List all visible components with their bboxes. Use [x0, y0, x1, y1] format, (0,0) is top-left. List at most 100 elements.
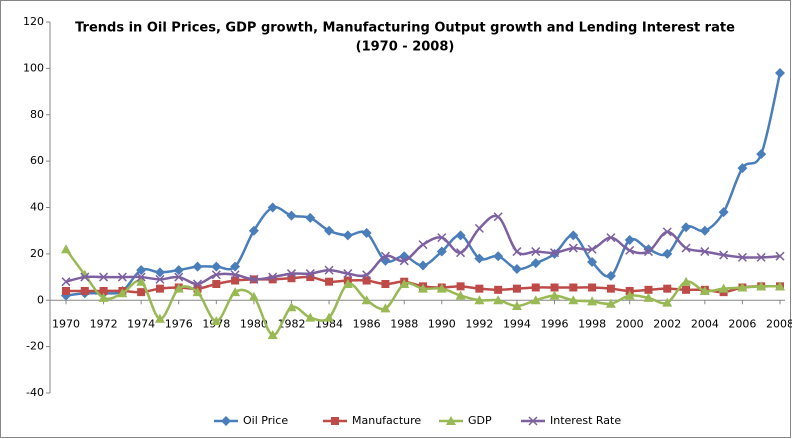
marker: [756, 149, 767, 160]
y-tick-label: 40: [30, 201, 44, 214]
marker: [643, 247, 654, 257]
marker: [211, 316, 222, 326]
x-tick-label: 1992: [465, 317, 493, 330]
marker: [268, 275, 277, 284]
chart-title: Trends in Oil Prices, GDP growth, Manufa…: [75, 21, 735, 36]
marker: [343, 269, 353, 279]
marker: [286, 210, 297, 221]
marker: [154, 267, 165, 278]
marker: [550, 283, 559, 292]
marker: [663, 284, 672, 293]
marker: [606, 284, 615, 293]
marker: [155, 274, 165, 284]
y-tick-label: 60: [30, 154, 44, 167]
marker: [230, 261, 241, 272]
legend-label: Oil Price: [243, 414, 288, 427]
x-tick-label: 1970: [52, 317, 80, 330]
marker: [662, 248, 673, 259]
marker: [662, 227, 672, 237]
marker: [361, 295, 372, 305]
chart-subtitle: (1970 - 2008): [356, 40, 455, 55]
marker: [531, 247, 541, 257]
marker: [380, 255, 391, 266]
marker: [512, 284, 521, 293]
marker: [155, 284, 164, 293]
x-tick-label: 1988: [390, 317, 418, 330]
marker: [644, 285, 653, 294]
marker: [211, 270, 221, 280]
x-tick-label: 2006: [728, 317, 756, 330]
marker: [511, 301, 522, 311]
marker: [117, 288, 128, 298]
marker: [287, 274, 296, 283]
marker: [418, 260, 428, 271]
marker: [98, 292, 109, 302]
marker: [211, 261, 222, 272]
marker: [493, 212, 503, 222]
marker: [474, 253, 485, 264]
marker: [380, 303, 391, 313]
marker: [305, 269, 315, 279]
marker: [737, 163, 748, 174]
legend-label: Manufacture: [352, 414, 421, 427]
marker: [212, 280, 221, 289]
marker: [718, 283, 729, 293]
x-tick-label: 1974: [127, 317, 155, 330]
marker: [268, 272, 278, 282]
marker: [437, 233, 447, 243]
y-tick-label: 20: [30, 247, 44, 260]
marker: [436, 246, 447, 257]
y-tick-label: -20: [26, 340, 44, 353]
y-tick-label: 120: [23, 15, 44, 28]
marker: [605, 270, 616, 281]
x-tick-label: 1996: [541, 317, 569, 330]
marker: [493, 251, 504, 262]
marker: [305, 312, 316, 322]
marker: [248, 225, 259, 236]
marker: [493, 295, 504, 305]
marker: [324, 312, 335, 322]
marker: [494, 285, 503, 294]
marker: [248, 291, 259, 301]
marker: [568, 295, 579, 305]
marker: [324, 265, 334, 275]
marker: [362, 270, 372, 280]
marker: [418, 240, 428, 250]
marker: [418, 283, 428, 293]
marker: [606, 233, 616, 243]
marker: [455, 230, 466, 241]
marker: [775, 251, 785, 261]
marker: [737, 282, 748, 292]
marker: [737, 252, 747, 262]
x-tick-label: 2002: [653, 317, 681, 330]
marker: [775, 68, 785, 79]
marker: [455, 290, 466, 300]
marker: [399, 279, 410, 289]
marker: [342, 279, 353, 289]
x-tick-label: 2000: [616, 317, 644, 330]
marker: [325, 277, 334, 286]
marker: [699, 225, 710, 236]
marker: [192, 287, 203, 297]
marker: [588, 283, 597, 292]
x-tick-label: 1972: [90, 317, 118, 330]
marker: [587, 244, 597, 254]
y-tick-label: 100: [23, 61, 44, 74]
marker: [475, 284, 484, 293]
marker: [342, 230, 353, 241]
x-tick-label: 1976: [165, 317, 193, 330]
y-tick-label: -40: [26, 386, 44, 399]
marker: [624, 234, 635, 245]
marker: [99, 272, 109, 282]
marker: [324, 225, 335, 236]
x-tick-label: 1986: [353, 317, 381, 330]
marker: [528, 416, 538, 426]
marker: [80, 286, 89, 295]
marker: [80, 272, 90, 282]
marker: [61, 277, 71, 287]
marker: [286, 302, 297, 312]
marker: [756, 252, 766, 262]
marker: [136, 265, 147, 276]
